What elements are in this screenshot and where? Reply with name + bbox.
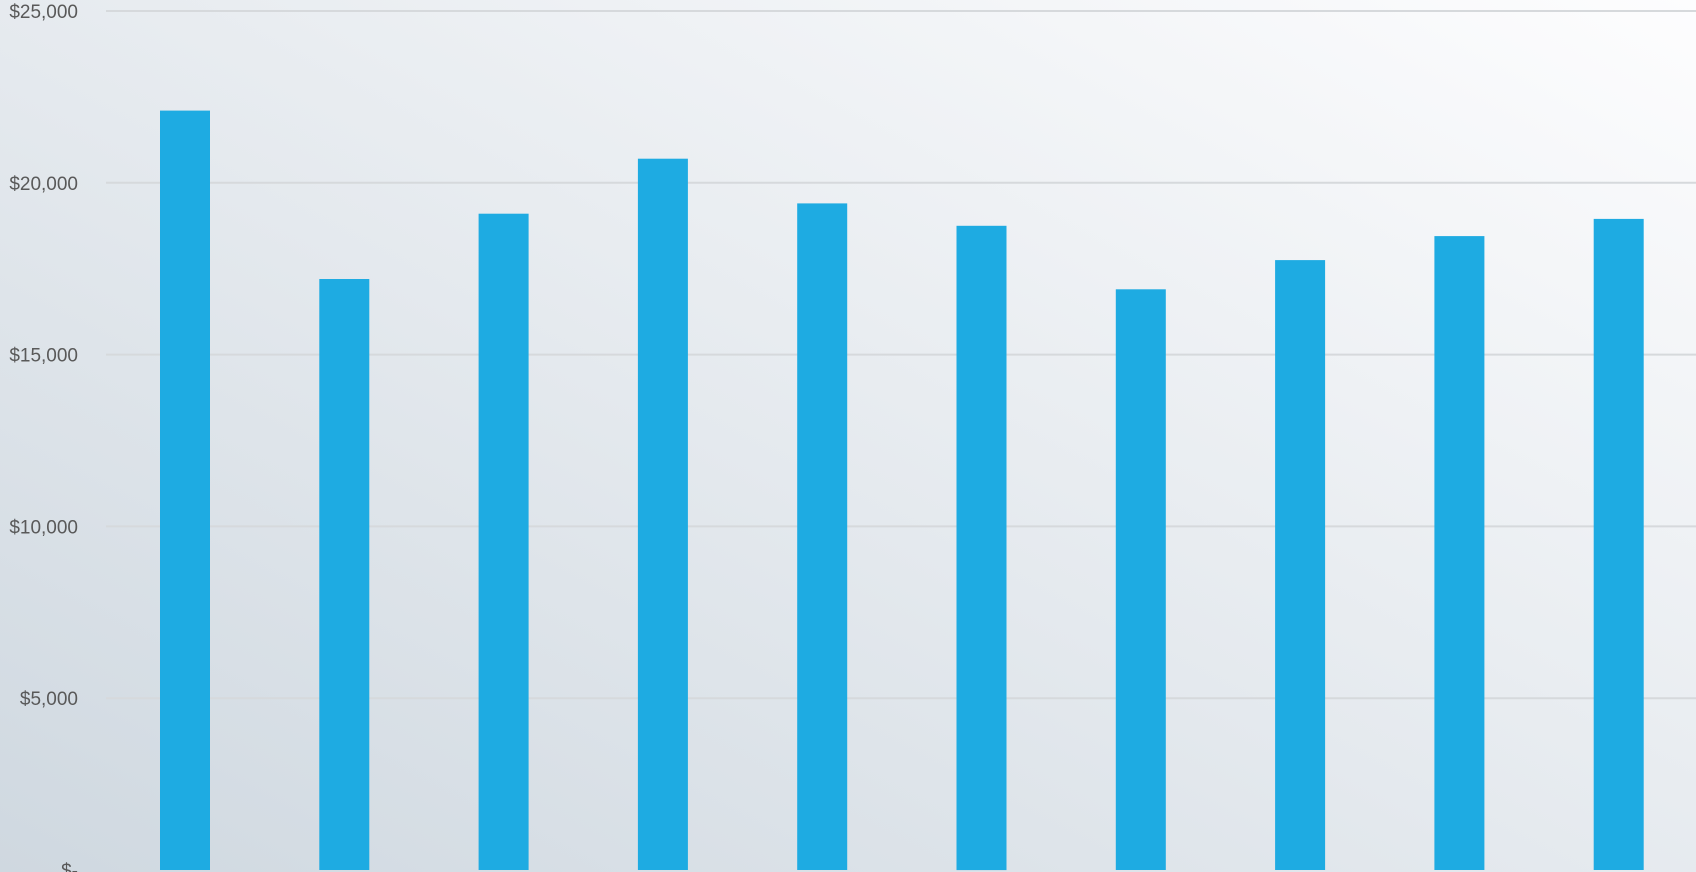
gridlines — [106, 10, 1696, 700]
y-tick-label: $20,000 — [9, 174, 78, 195]
bar — [160, 110, 210, 871]
bars — [160, 110, 1644, 871]
bar — [1115, 289, 1166, 870]
y-axis-tick-labels: $- $5,000 $10,000 $15,000 $20,000 $25,000 — [9, 2, 78, 872]
bar — [1434, 236, 1485, 871]
y-tick-label: $5,000 — [20, 689, 78, 710]
bar — [956, 225, 1007, 871]
bar — [637, 158, 688, 870]
bar — [478, 213, 529, 870]
y-tick-label: $10,000 — [9, 517, 78, 538]
bar — [1275, 260, 1326, 871]
y-tick-label: $15,000 — [9, 346, 78, 367]
y-tick-label: $- — [61, 861, 78, 872]
bar — [1593, 218, 1644, 870]
bar — [797, 203, 848, 870]
y-tick-label: $25,000 — [9, 2, 78, 23]
bar — [319, 279, 370, 870]
